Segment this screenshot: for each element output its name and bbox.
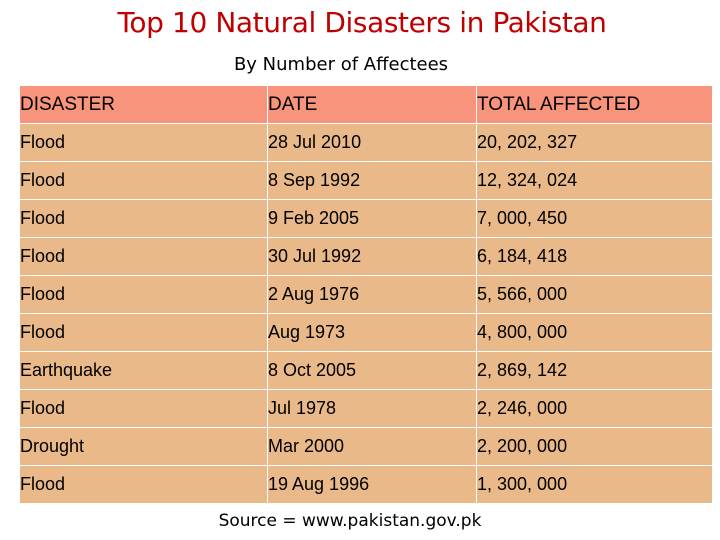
cell-disaster: Flood	[19, 237, 268, 276]
table-row: Flood Aug 1973 4, 800, 000	[19, 313, 713, 352]
cell-date: 8 Oct 2005	[267, 351, 477, 390]
cell-total-affected: 2, 200, 000	[476, 427, 713, 466]
cell-total-affected: 20, 202, 327	[476, 123, 713, 162]
table-row: Flood 2 Aug 1976 5, 566, 000	[19, 275, 713, 314]
cell-date: 8 Sep 1992	[267, 161, 477, 200]
cell-date: 9 Feb 2005	[267, 199, 477, 238]
cell-disaster: Earthquake	[19, 351, 268, 390]
cell-date: Jul 1978	[267, 389, 477, 428]
table-row: Flood 28 Jul 2010 20, 202, 327	[19, 123, 713, 162]
cell-date: 19 Aug 1996	[267, 465, 477, 504]
page-title: Top 10 Natural Disasters in Pakistan	[117, 6, 607, 39]
source-citation: Source = www.pakistan.gov.pk	[218, 511, 482, 531]
cell-date: Aug 1973	[267, 313, 477, 352]
cell-disaster: Flood	[19, 275, 268, 314]
cell-date: Mar 2000	[267, 427, 477, 466]
cell-total-affected: 5, 566, 000	[476, 275, 713, 314]
cell-total-affected: 7, 000, 450	[476, 199, 713, 238]
cell-disaster: Flood	[19, 465, 268, 504]
table-row: Drought Mar 2000 2, 200, 000	[19, 427, 713, 466]
table-row: Flood Jul 1978 2, 246, 000	[19, 389, 713, 428]
table-row: Flood 19 Aug 1996 1, 300, 000	[19, 465, 713, 504]
cell-total-affected: 1, 300, 000	[476, 465, 713, 504]
table-row: Flood 8 Sep 1992 12, 324, 024	[19, 161, 713, 200]
header-total-affected: TOTAL AFFECTED	[476, 85, 713, 124]
cell-total-affected: 2, 869, 142	[476, 351, 713, 390]
cell-disaster: Drought	[19, 427, 268, 466]
disasters-table: DISASTER DATE TOTAL AFFECTED Flood 28 Ju…	[19, 85, 713, 504]
page-subtitle: By Number of Affectees	[233, 54, 449, 75]
table-header: DISASTER DATE TOTAL AFFECTED	[19, 85, 713, 124]
table-row: Flood 30 Jul 1992 6, 184, 418	[19, 237, 713, 276]
table-row: Earthquake 8 Oct 2005 2, 869, 142	[19, 351, 713, 390]
table-body: Flood 28 Jul 2010 20, 202, 327 Flood 8 S…	[19, 123, 713, 504]
header-date: DATE	[267, 85, 477, 124]
cell-disaster: Flood	[19, 123, 268, 162]
cell-total-affected: 4, 800, 000	[476, 313, 713, 352]
cell-date: 2 Aug 1976	[267, 275, 477, 314]
cell-total-affected: 2, 246, 000	[476, 389, 713, 428]
table-row: Flood 9 Feb 2005 7, 000, 450	[19, 199, 713, 238]
cell-disaster: Flood	[19, 199, 268, 238]
header-row: DISASTER DATE TOTAL AFFECTED	[19, 85, 713, 124]
cell-date: 30 Jul 1992	[267, 237, 477, 276]
disasters-table-container: DISASTER DATE TOTAL AFFECTED Flood 28 Ju…	[18, 84, 713, 507]
cell-total-affected: 6, 184, 418	[476, 237, 713, 276]
cell-disaster: Flood	[19, 389, 268, 428]
cell-disaster: Flood	[19, 161, 268, 200]
cell-date: 28 Jul 2010	[267, 123, 477, 162]
cell-disaster: Flood	[19, 313, 268, 352]
header-disaster: DISASTER	[19, 85, 268, 124]
cell-total-affected: 12, 324, 024	[476, 161, 713, 200]
